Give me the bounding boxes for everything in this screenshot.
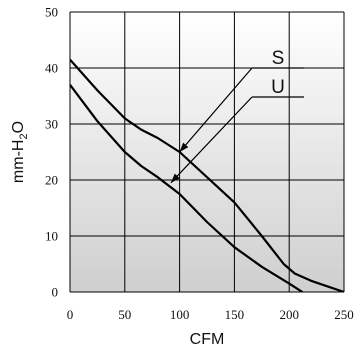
- series-u-line: [70, 84, 303, 292]
- annotation-label: S: [272, 48, 285, 69]
- x-tick-label: 150: [225, 307, 245, 322]
- annotation-arrowhead: [170, 173, 180, 183]
- grid: [69, 11, 345, 293]
- series-s-line: [70, 58, 344, 292]
- y-axis-label-sub: 2: [18, 133, 30, 139]
- x-tick-label: 200: [279, 307, 299, 322]
- y-tick-label: 0: [52, 285, 59, 300]
- x-tick-label: 0: [67, 307, 74, 322]
- series-curves: [70, 58, 344, 292]
- y-tick-label: 50: [45, 5, 58, 20]
- annotation-arrowhead: [179, 142, 189, 152]
- annotation-s: S: [179, 48, 304, 153]
- annotation-leader-line: [170, 96, 253, 184]
- y-tick-label: 10: [45, 229, 58, 244]
- y-tick-label: 20: [45, 173, 58, 188]
- y-axis-label-main: mm-H: [10, 140, 27, 184]
- plot-background: [70, 12, 344, 292]
- y-tick-label: 30: [45, 117, 58, 132]
- y-axis-label-tail: O: [10, 121, 27, 133]
- y-tick-label: 40: [45, 61, 58, 76]
- x-tick-label: 250: [334, 307, 354, 322]
- annotation-leader-line: [179, 67, 253, 153]
- annotation-u: U: [170, 77, 304, 184]
- annotation-label: U: [271, 77, 285, 98]
- x-axis-label: CFM: [190, 331, 225, 348]
- annotations: SU: [170, 48, 304, 184]
- tick-labels: 0 50 100 150 200 250 0 10 20 30 40 50: [45, 5, 354, 323]
- x-tick-label: 100: [170, 307, 190, 322]
- y-axis-label: mm-H2O: [10, 121, 30, 183]
- x-tick-label: 50: [118, 307, 131, 322]
